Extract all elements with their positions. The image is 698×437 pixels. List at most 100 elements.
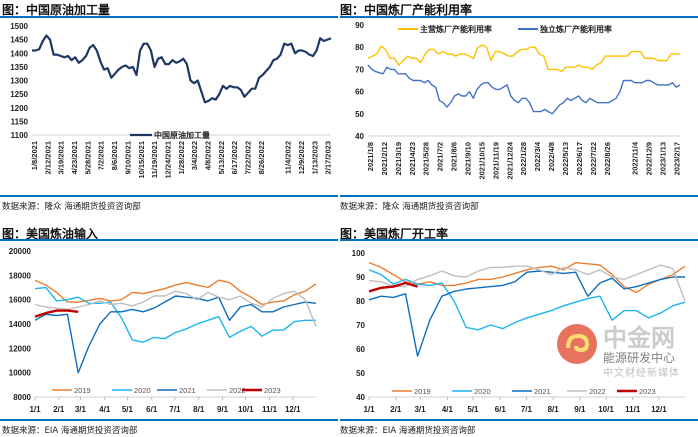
y-tick-label: 40 xyxy=(356,393,365,402)
source-note: 数据来源：隆众 海通期货投资咨询部 xyxy=(2,202,141,212)
x-tick-label: 2021/3/19 xyxy=(394,142,403,175)
watermark-logo: 中金网 能源研发中心 中文财经新媒体 xyxy=(557,324,680,379)
x-tick-label: 2022/3/4 xyxy=(533,141,542,171)
series-line-2023 xyxy=(368,281,418,293)
x-tick-label: 3/19/2021 xyxy=(57,141,66,174)
source-note: 数据来源：EIA 海通期货投资咨询部 xyxy=(2,426,138,436)
y-tick-label: 60 xyxy=(356,345,365,354)
x-tick-label: 6/1 xyxy=(495,405,507,414)
x-tick-label: 2/17/2023 xyxy=(324,141,333,174)
x-tick-label: 5/1 xyxy=(122,405,134,414)
x-tick-label: 2021/1/8 xyxy=(366,142,375,171)
chart-us-refinery-rate: 40 50 60 70 80 90 100 1/1 2/1 3/1 4/1 5/1 6/1 7/1 8/1 9… xyxy=(352,249,686,414)
y-tick-label: 1400 xyxy=(10,49,28,58)
y-tick-label: 100 xyxy=(352,249,366,258)
legend-label: 2022 xyxy=(229,386,246,395)
x-tick-label: 2021/2/12 xyxy=(380,142,389,175)
series-line-独立炼厂产能利用率 xyxy=(367,64,681,115)
x-tick-label: 12/9/2022 xyxy=(297,141,306,174)
x-tick-label: 2021/4/23 xyxy=(408,142,417,175)
x-tick-label: 2022/5/13 xyxy=(561,142,570,175)
y-tick-label: 50 xyxy=(356,369,365,378)
x-tick-label: 2022/7/22 xyxy=(589,142,598,175)
series-line-2019 xyxy=(34,279,317,306)
x-tick-label: 11/1 xyxy=(625,405,641,414)
y-tick-label: 80 xyxy=(356,297,365,306)
legend-label: 2021 xyxy=(534,387,551,396)
series-line-2022 xyxy=(34,290,317,327)
x-tick-label: 2023/2/17 xyxy=(672,142,681,175)
series-line-2020 xyxy=(34,286,316,344)
y-tick-label: 50 xyxy=(355,110,364,119)
x-tick-label: 4/1 xyxy=(99,405,111,414)
source-note: 数据来源：隆众 海通期货投资咨询部 xyxy=(340,202,479,212)
y-tick-label: 1200 xyxy=(10,104,28,113)
legend-label: 主营炼厂产能利用率 xyxy=(420,24,492,34)
chart-title-us-refinery-rate: 图：美国炼厂开工率 xyxy=(340,227,449,241)
source-note: 数据来源：EIA 海通期货投资咨询部 xyxy=(340,426,476,436)
y-tick-label: 1250 xyxy=(10,90,28,99)
x-tick-label: 2021/5/28 xyxy=(422,142,431,175)
y-tick-label: 1150 xyxy=(11,117,29,126)
x-tick-label: 2022/8/26 xyxy=(603,142,612,175)
x-tick-label: 2022/4/8 xyxy=(547,142,556,171)
x-tick-label: 5/13/2022 xyxy=(217,141,226,174)
x-tick-label: 2021/11/19 xyxy=(491,142,500,179)
x-tick-label: 2/1 xyxy=(53,405,65,414)
footer-rule xyxy=(340,419,698,421)
legend-label: 2023 xyxy=(639,387,656,396)
x-tick-label: 2021/7/2 xyxy=(436,142,445,171)
x-tick-label: 12/1 xyxy=(285,405,301,414)
y-tick-label: 40 xyxy=(355,132,364,141)
x-tick-label: 2021/8/6 xyxy=(450,142,459,171)
x-tick-label: 10/15/2021 xyxy=(137,141,146,179)
watermark-logo-icon xyxy=(557,324,597,364)
series-line-主营炼厂产能利用率 xyxy=(367,44,680,73)
y-tick-label: 8000 xyxy=(13,393,31,402)
watermark-line1: 能源研发中心 xyxy=(603,350,675,365)
legend-label: 2019 xyxy=(414,387,431,396)
x-tick-label: 9/1 xyxy=(574,405,586,414)
x-tick-label: 12/24/2021 xyxy=(163,141,172,179)
x-tick-label: 5/1 xyxy=(467,405,479,414)
watermark-brand: 中金网 xyxy=(603,324,675,352)
x-tick-label: 2021/12/24 xyxy=(505,141,514,179)
watermark-line2: 中文财经新媒体 xyxy=(603,366,680,379)
x-tick-label: 5/28/2021 xyxy=(83,141,92,174)
x-tick-label: 10/1 xyxy=(238,405,254,414)
y-tick-label: 10000 xyxy=(9,369,32,378)
title-rule xyxy=(0,16,338,18)
legend-label: 2019 xyxy=(74,386,91,395)
chart-refinery-utilization: 40 50 60 70 80 90 2021/1/8 2021/2/12 2021/3/19 20… xyxy=(355,21,681,180)
y-tick-label: 1350 xyxy=(10,63,28,72)
chart-title-refinery-utilization: 图：中国炼厂产能利用率 xyxy=(340,3,473,17)
series-line-2019 xyxy=(368,261,686,294)
chart-title-us-refinery-input: 图：美国炼油输入 xyxy=(2,227,99,241)
title-rule xyxy=(340,16,698,18)
y-tick-label: 12000 xyxy=(9,344,32,353)
x-tick-label: 2022/11/4 xyxy=(631,141,640,175)
x-tick-label: 4/23/2021 xyxy=(70,141,79,174)
y-tick-label: 20000 xyxy=(9,247,32,256)
y-tick-label: 70 xyxy=(355,65,364,74)
footer-rule xyxy=(0,195,338,197)
x-tick-label: 8/26/2022 xyxy=(257,141,266,174)
x-tick-label: 7/1 xyxy=(521,405,533,414)
series-line-中国原油加工量 xyxy=(32,34,332,104)
y-tick-label: 90 xyxy=(356,273,365,282)
series-line-2021 xyxy=(34,295,317,374)
x-tick-label: 10/1 xyxy=(598,405,614,414)
legend-label: 独立炼厂产能利用率 xyxy=(539,24,612,34)
footer-rule xyxy=(340,195,698,197)
x-tick-label: 7/1 xyxy=(169,405,181,414)
x-tick-label: 6/17/2022 xyxy=(230,141,239,174)
x-tick-label: 9/1 xyxy=(217,405,229,414)
y-tick-label: 1100 xyxy=(11,131,29,140)
legend-label: 2023 xyxy=(264,386,281,395)
x-tick-label: 2/1 xyxy=(390,405,402,414)
y-tick-label: 1300 xyxy=(10,77,28,86)
legend-label: 2022 xyxy=(589,387,606,396)
x-tick-label: 8/1 xyxy=(548,405,560,414)
x-tick-label: 8/1 xyxy=(193,405,205,414)
x-tick-label: 2/12/2021 xyxy=(43,141,52,174)
